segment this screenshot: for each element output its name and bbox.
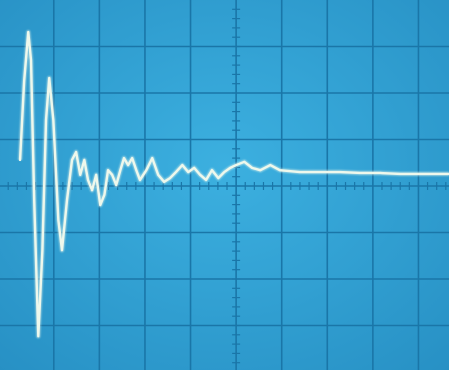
trace [18, 30, 449, 338]
trace-layer [17, 29, 449, 339]
